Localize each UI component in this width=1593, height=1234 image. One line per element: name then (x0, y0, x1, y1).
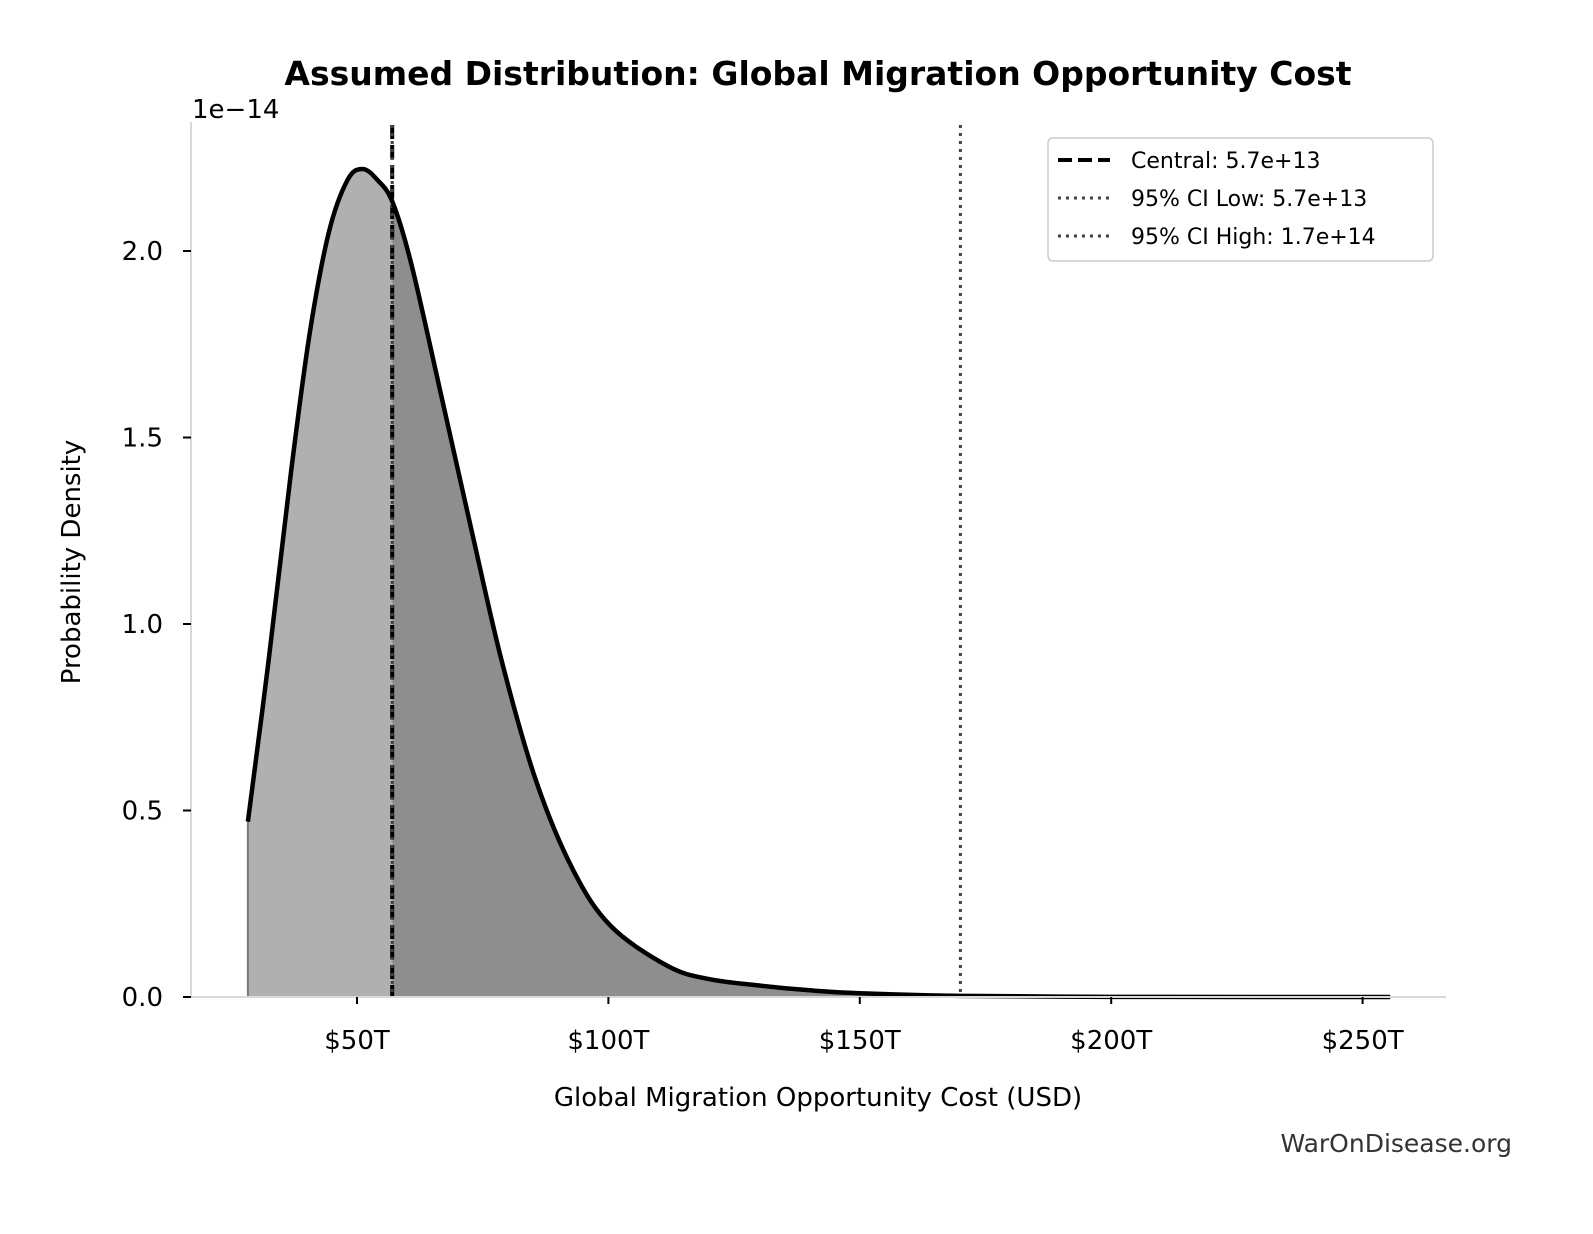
area-above-central (392, 201, 1391, 997)
watermark: WarOnDisease.org (1280, 1129, 1512, 1158)
x-axis-label: Global Migration Opportunity Cost (USD) (554, 1083, 1082, 1113)
y-scale-label: 1e−14 (192, 95, 279, 125)
y-tick-label: 1.0 (122, 610, 163, 640)
area-below-central (247, 168, 393, 997)
x-tick-label: $50T (324, 1026, 390, 1056)
x-tick-label: $150T (819, 1026, 901, 1056)
y-tick-label: 0.0 (122, 983, 163, 1013)
y-tick-label: 0.5 (122, 797, 163, 827)
legend-label: Central: 5.7e+13 (1131, 149, 1320, 174)
y-tick-label: 1.5 (122, 424, 163, 454)
x-tick-label: $200T (1070, 1026, 1152, 1056)
x-tick-label: $100T (567, 1026, 649, 1056)
density-curve (245, 166, 1391, 1000)
chart-title: Assumed Distribution: Global Migration O… (284, 54, 1351, 93)
legend: Central: 5.7e+13 95% CI Low: 5.7e+13 95% C… (1047, 137, 1434, 262)
y-tick-label: 2.0 (122, 237, 163, 267)
y-axis-label: Probability Density (57, 440, 87, 685)
legend-label: 95% CI Low: 5.7e+13 (1131, 187, 1367, 212)
x-tick-label: $250T (1322, 1026, 1404, 1056)
legend-label: 95% CI High: 1.7e+14 (1131, 225, 1376, 250)
legend-box (1047, 137, 1434, 262)
